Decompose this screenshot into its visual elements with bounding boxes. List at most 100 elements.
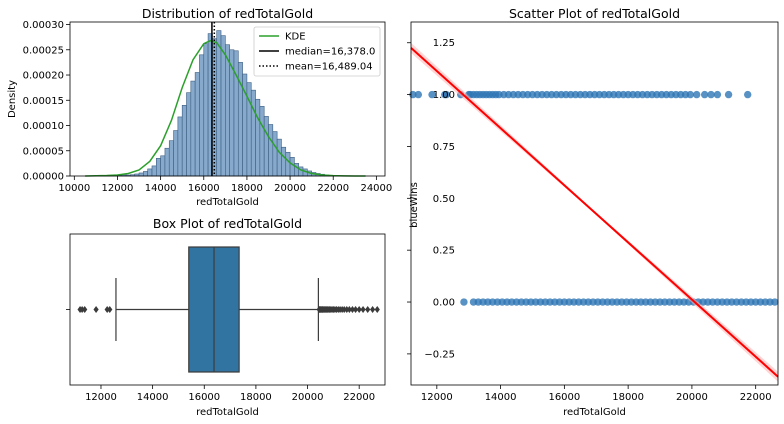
boxplot-x-label: redTotalGold <box>196 407 259 418</box>
histogram-y-tick-label: 0.00010 <box>23 121 64 132</box>
scatter-title: Scatter Plot of redTotalGold <box>509 6 680 21</box>
scatter-x-tick-label: 14000 <box>485 392 517 403</box>
scatter-point <box>460 298 468 306</box>
scatter-point <box>771 298 779 306</box>
histogram-x-tick-label: 12000 <box>102 183 134 194</box>
boxplot-title: Box Plot of redTotalGold <box>153 216 302 231</box>
histogram-bar <box>276 138 282 177</box>
scatter-panel: Scatter Plot of redTotalGold 12000 14000 1… <box>407 6 779 418</box>
histogram-y-tick-label: 0.00000 <box>23 172 64 183</box>
boxplot-outlier <box>356 306 362 313</box>
histogram-bar <box>147 168 153 177</box>
histogram-y-label: Density <box>7 80 18 118</box>
scatter-y-tick-label: 1.25 <box>433 38 455 49</box>
boxplot-outliers <box>77 306 380 313</box>
scatter-y-tick-label: 0.25 <box>433 246 455 257</box>
scatter-point <box>713 90 722 99</box>
histogram-bar <box>216 30 222 177</box>
scatter-y-tick-label: 0.00 <box>433 298 455 309</box>
histogram-bar <box>156 158 161 177</box>
histogram-bar <box>168 140 174 177</box>
scatter-point <box>414 90 423 99</box>
histogram-bar <box>225 44 230 177</box>
boxplot-x-tick-label: 20000 <box>292 392 324 403</box>
histogram-x-tick-label: 14000 <box>145 183 177 194</box>
histogram-bar <box>259 106 265 177</box>
scatter-x-tick-label: 12000 <box>421 392 453 403</box>
boxplot-outlier <box>352 306 359 313</box>
scatter-x-label: redTotalGold <box>563 407 626 418</box>
histogram-bar <box>164 147 170 177</box>
scatter-point <box>692 90 701 99</box>
legend-median-label: median=16,378.0 <box>285 47 375 58</box>
scatter-point <box>744 90 752 99</box>
scatter-point <box>442 90 451 99</box>
legend-box <box>253 26 381 77</box>
scatter-x-tick-label: 16000 <box>548 392 580 403</box>
kde-curve <box>85 39 366 177</box>
histogram-bar <box>181 105 187 177</box>
histogram-x-tick-label: 22000 <box>317 183 349 194</box>
histogram-x-tick-label: 10000 <box>58 183 90 194</box>
boxplot-outlier <box>370 306 376 313</box>
histogram-bar <box>143 171 148 177</box>
boxplot-outlier <box>346 306 352 313</box>
histogram-bar <box>194 72 200 177</box>
histogram-bar <box>151 165 157 177</box>
histogram-bar <box>255 98 261 177</box>
histogram-y-tick-label: 0.00005 <box>23 146 64 157</box>
histogram-y-tick-label: 0.00015 <box>23 96 64 107</box>
histogram-x-tick-label: 18000 <box>231 183 263 194</box>
boxplot-x-tick-label: 14000 <box>137 392 169 403</box>
histogram-bar <box>177 116 183 177</box>
histogram-bar <box>220 35 226 177</box>
boxplot-panel: Box Plot of redTotalGold 12000 14000 16000… <box>66 216 386 418</box>
scatter-point <box>700 90 709 99</box>
scatter-x-ticks: 12000 14000 16000 18000 20000 22000 <box>421 385 772 403</box>
histogram-bar <box>263 116 269 177</box>
boxplot-outlier <box>82 306 88 313</box>
histogram-panel: Distribution of redTotalGold 10000 12000 1… <box>7 6 392 208</box>
scatter-axes-frame <box>410 21 779 386</box>
histogram-bar <box>233 50 239 177</box>
histogram-axes-frame <box>69 21 386 177</box>
scatter-point <box>428 90 436 99</box>
histogram-y-tick-label: 0.00030 <box>23 20 64 31</box>
histogram-x-ticks: 10000 12000 14000 16000 18000 20000 22000 24000 <box>58 176 392 194</box>
boxplot-x-tick-label: 22000 <box>343 392 375 403</box>
scatter-y-tick-label: 0.50 <box>433 194 455 205</box>
legend-mean-label: mean=16,489.04 <box>285 62 373 73</box>
histogram-x-label: redTotalGold <box>196 197 259 208</box>
histogram-bar <box>250 89 256 177</box>
histogram-x-tick-label: 20000 <box>274 183 306 194</box>
histogram-bar <box>285 151 291 177</box>
histogram-y-tick-label: 0.00025 <box>23 45 64 56</box>
scatter-x-tick-label: 18000 <box>612 392 644 403</box>
histogram-legend: KDE median=16,378.0 mean=16,489.04 <box>253 26 381 77</box>
boxplot-x-ticks: 12000 14000 16000 18000 20000 22000 <box>85 385 375 403</box>
histogram-bar <box>289 157 295 177</box>
scatter-y-tick-label: 0.75 <box>433 142 455 153</box>
histogram-bar <box>199 54 205 177</box>
histogram-title: Distribution of redTotalGold <box>142 6 313 21</box>
scatter-x-tick-label: 22000 <box>740 392 772 403</box>
histogram-bar <box>203 43 209 177</box>
histogram-bar <box>268 124 274 177</box>
scatter-y-ticks: −0.25 0.00 0.25 0.50 0.75 1.00 1.25 <box>407 38 455 360</box>
scatter-point <box>686 90 695 99</box>
boxplot-outlier <box>93 306 99 313</box>
histogram-bar <box>272 131 278 177</box>
boxplot-outlier <box>107 306 113 313</box>
histogram-bar <box>138 172 144 177</box>
legend-kde-label: KDE <box>285 32 306 43</box>
scatter-point <box>724 90 733 99</box>
histogram-y-ticks: 0.00000 0.00005 0.00010 0.00015 0.00020 0.000… <box>23 20 70 183</box>
boxplot-outlier <box>360 306 366 313</box>
boxplot-outlier <box>365 306 371 313</box>
histogram-bar <box>186 92 192 177</box>
scatter-points <box>409 90 779 306</box>
scatter-y-label: blueWins <box>409 182 420 228</box>
histogram-bar <box>281 146 287 177</box>
boxplot-outlier <box>349 306 356 313</box>
